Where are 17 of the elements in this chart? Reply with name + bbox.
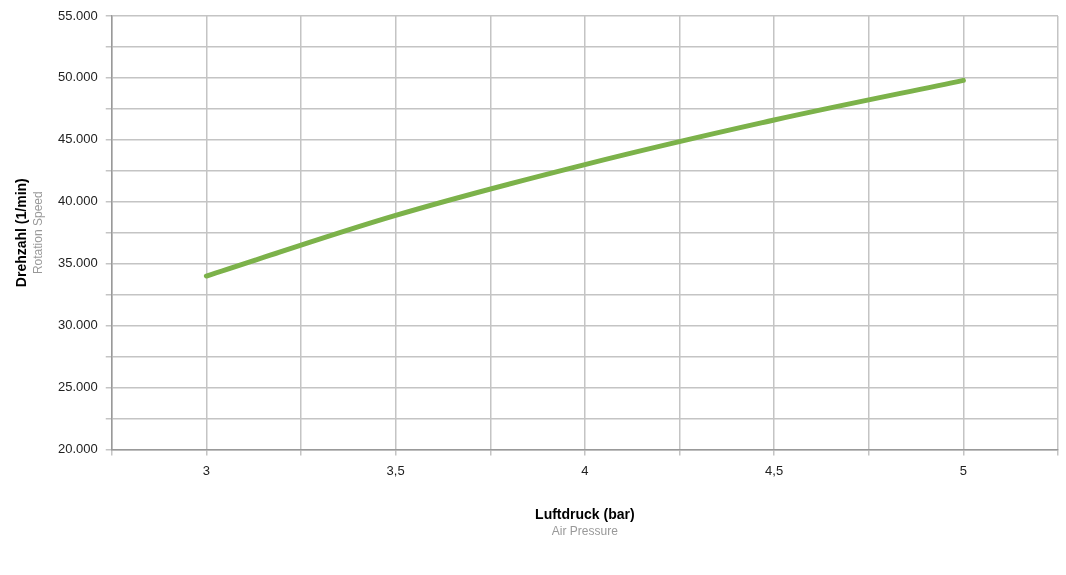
y-tick-label: 35.000 <box>58 255 98 271</box>
x-tick-label: 4,5 <box>765 462 784 478</box>
y-tick-label: 55.000 <box>58 7 98 23</box>
y-tick-label: 50.000 <box>58 69 98 85</box>
y-tick-label: 40.000 <box>58 193 98 209</box>
text: Air Pressure <box>551 524 619 539</box>
x-tick-label: 5 <box>959 462 967 478</box>
y-tick-label: 45.000 <box>58 131 98 147</box>
x-tick-label: 3 <box>202 462 210 478</box>
x-tick-label: 4 <box>581 462 589 478</box>
x-axis-title: Luftdruck (bar) <box>535 506 635 523</box>
y-tick-label: 30.000 <box>58 317 98 333</box>
text: Rotation Speed <box>31 191 45 275</box>
y-tick-label: 20.000 <box>58 440 98 456</box>
x-tick-label: 3,5 <box>386 462 405 478</box>
y-tick-label: 25.000 <box>58 379 98 395</box>
y-axis-title: Drehzahl (1/min) <box>13 178 29 288</box>
